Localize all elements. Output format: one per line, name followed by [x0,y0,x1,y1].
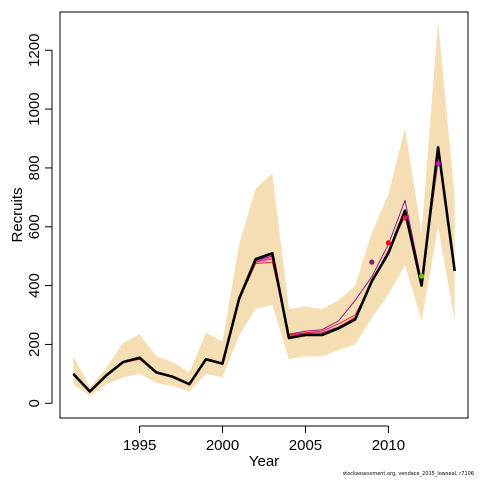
terminal-point-2013 [435,160,441,167]
x-tick-label: 2010 [372,437,405,454]
y-tick-label: 800 [26,155,43,180]
series-layer [72,146,456,393]
y-tick-label: 200 [26,332,43,357]
x-tick-label: 2005 [289,437,322,454]
x-tick-label: 1995 [123,437,156,454]
credit-footer: stockassessment.org, vendace_2015_lowsea… [342,471,474,477]
terminal-point-2010 [385,240,391,246]
confidence-band-layer [73,20,455,396]
terminal-point-2011 [402,215,408,221]
terminal-points-layer [369,160,441,279]
plot-frame [59,11,469,419]
series-line-main [72,146,456,393]
x-axis-title: Year [249,453,279,470]
y-tick-label: 600 [26,214,43,239]
x-axis: 1995 2000 2005 2010 [123,425,405,454]
terminal-point-2009 [369,259,375,265]
y-tick-label: 400 [26,273,43,298]
y-tick-label: 1200 [26,34,43,67]
y-axis: 0 200 400 600 800 1000 1200 [26,34,53,407]
y-tick-label: 1000 [26,92,43,125]
confidence-band [73,20,455,396]
terminal-point-2012 [419,273,425,279]
y-tick-label: 0 [26,399,43,407]
x-tick-label: 2000 [206,437,239,454]
y-axis-title: Recruits [9,187,26,242]
